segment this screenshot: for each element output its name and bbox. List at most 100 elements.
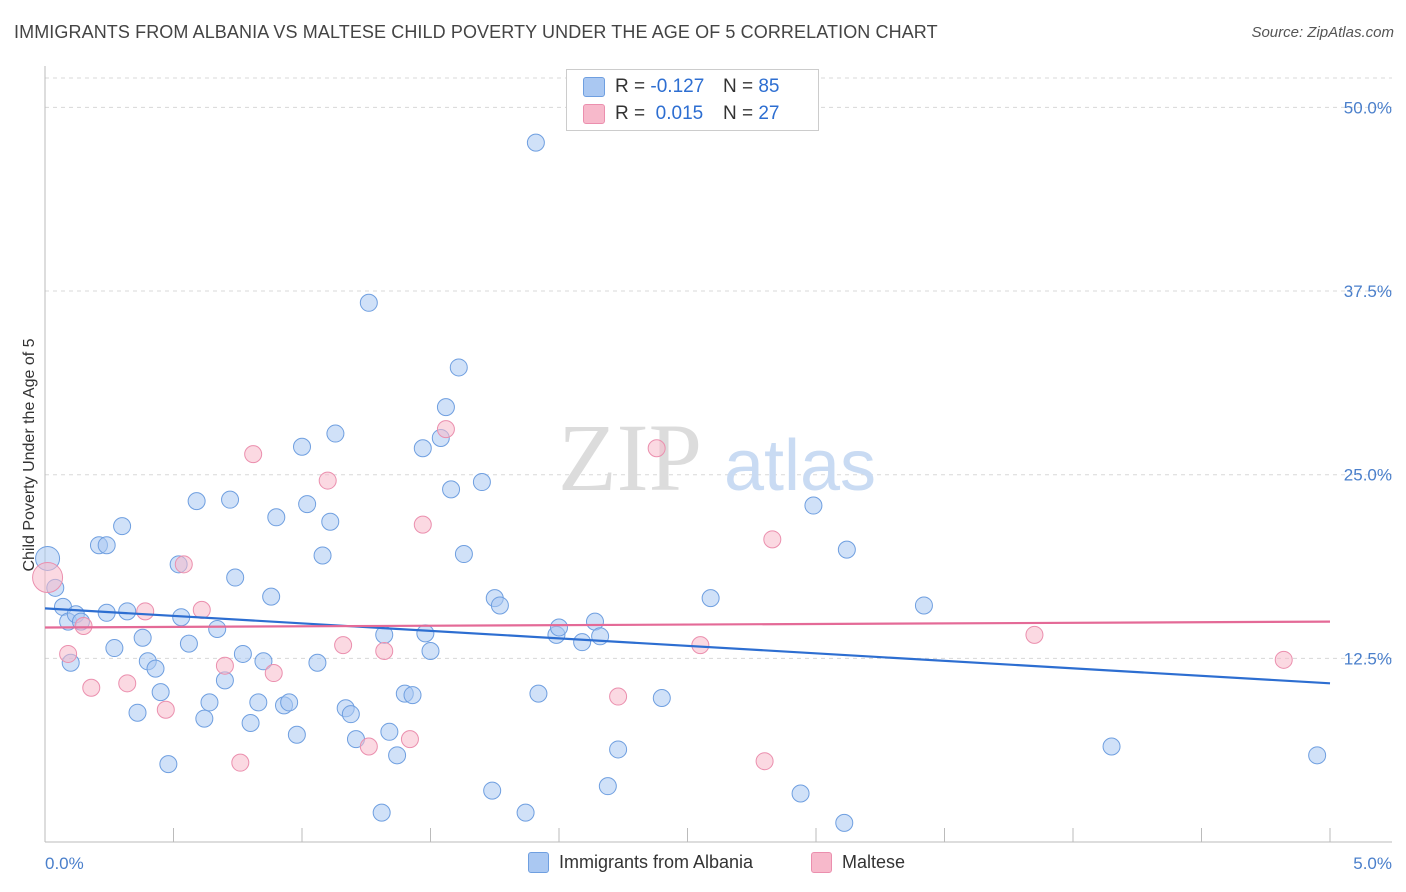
data-point	[359, 293, 378, 312]
data-point	[59, 644, 78, 663]
data-point	[804, 496, 823, 515]
data-point	[791, 784, 810, 803]
data-point	[598, 777, 617, 796]
data-point	[97, 536, 116, 555]
axes	[44, 66, 1392, 843]
data-point	[308, 653, 327, 672]
data-point	[1308, 746, 1327, 765]
data-point	[136, 602, 155, 621]
data-point	[1274, 650, 1293, 669]
chart-source: Source: ZipAtlas.com	[1251, 24, 1394, 41]
grid-lines	[45, 77, 1392, 659]
legend-n-value: 27	[758, 103, 780, 124]
legend-swatch-maltese	[811, 852, 832, 873]
data-point	[215, 656, 234, 675]
data-point	[421, 642, 440, 660]
data-point	[321, 512, 340, 531]
data-point	[483, 781, 502, 800]
data-point	[280, 693, 299, 712]
data-point	[837, 540, 856, 559]
data-point	[118, 602, 137, 621]
legend-row-albania: R = -0.127 N = 85	[583, 75, 779, 99]
data-point	[249, 693, 268, 712]
data-point	[262, 587, 281, 606]
data-point	[128, 703, 147, 722]
data-point	[221, 490, 240, 509]
x-tick-label: 5.0%	[1353, 854, 1392, 873]
points	[32, 133, 1327, 832]
data-point	[755, 752, 774, 771]
watermark-atlas: atlas	[724, 426, 876, 506]
chart-title: IMMIGRANTS FROM ALBANIA VS MALTESE CHILD…	[14, 22, 938, 42]
data-point	[1025, 625, 1044, 644]
legend-r-label: R =	[615, 76, 646, 97]
legend-r-value: 0.015	[650, 103, 704, 124]
data-point	[1102, 737, 1121, 756]
data-point	[174, 555, 193, 574]
data-point	[74, 617, 93, 636]
data-point	[388, 746, 407, 765]
legend-r-value: -0.127	[650, 76, 705, 97]
data-point	[179, 634, 198, 653]
data-point	[195, 709, 214, 728]
data-point	[318, 471, 337, 490]
watermark-zip: ZIP	[558, 404, 702, 511]
legend-swatch-albania	[583, 77, 605, 97]
data-point	[400, 730, 419, 749]
data-point	[380, 722, 399, 741]
data-point	[490, 596, 509, 615]
watermark: ZIP atlas	[558, 404, 876, 511]
data-point	[159, 755, 178, 774]
data-point	[526, 133, 545, 152]
data-point	[151, 683, 170, 702]
legend-item-maltese: Maltese	[811, 852, 905, 873]
data-point	[442, 480, 461, 499]
legend-item-albania: Immigrants from Albania	[528, 852, 753, 873]
data-point	[287, 725, 306, 744]
x-tick-label: 0.0%	[45, 854, 84, 873]
data-point	[133, 628, 152, 647]
data-point	[609, 687, 628, 706]
data-point	[264, 664, 283, 683]
data-point	[835, 813, 854, 832]
data-point	[529, 684, 548, 703]
data-point	[591, 627, 610, 646]
legend-swatch-albania	[528, 852, 549, 873]
data-point	[187, 492, 206, 511]
data-point	[326, 424, 345, 443]
data-point	[573, 633, 592, 652]
data-point	[156, 700, 175, 719]
legend-n-label: N =	[722, 103, 754, 124]
data-point	[313, 546, 332, 565]
data-point	[293, 437, 311, 456]
trend-lines	[44, 607, 1331, 685]
data-point	[454, 545, 473, 564]
data-point	[146, 659, 165, 678]
data-point	[192, 600, 211, 619]
data-point	[208, 619, 227, 638]
data-point	[763, 530, 782, 549]
legend-row-maltese: R = 0.015 N = 27	[583, 102, 779, 126]
data-point	[691, 636, 710, 655]
data-point	[359, 737, 378, 756]
y-tick-label: 37.5%	[1344, 282, 1392, 301]
data-point	[449, 358, 468, 377]
data-point	[372, 803, 391, 822]
data-point	[609, 740, 628, 759]
data-point	[341, 705, 360, 724]
data-point	[375, 642, 394, 660]
data-point	[233, 644, 252, 663]
data-point	[113, 517, 132, 536]
y-axis-title: Child Poverty Under the Age of 5	[21, 338, 38, 571]
tick-labels: 12.5% 25.0% 37.5% 50.0% 0.0% 5.0%	[45, 98, 1392, 873]
data-point	[652, 689, 671, 708]
y-tick-label: 25.0%	[1344, 466, 1392, 485]
data-point	[105, 639, 124, 658]
correlation-legend: R = -0.127 N = 85 R = 0.015 N = 27	[566, 69, 819, 131]
data-point	[416, 624, 435, 643]
legend-label-albania: Immigrants from Albania	[559, 852, 754, 872]
y-tick-label: 12.5%	[1344, 649, 1392, 668]
legend-swatch-maltese	[583, 104, 605, 124]
data-point	[82, 678, 101, 697]
